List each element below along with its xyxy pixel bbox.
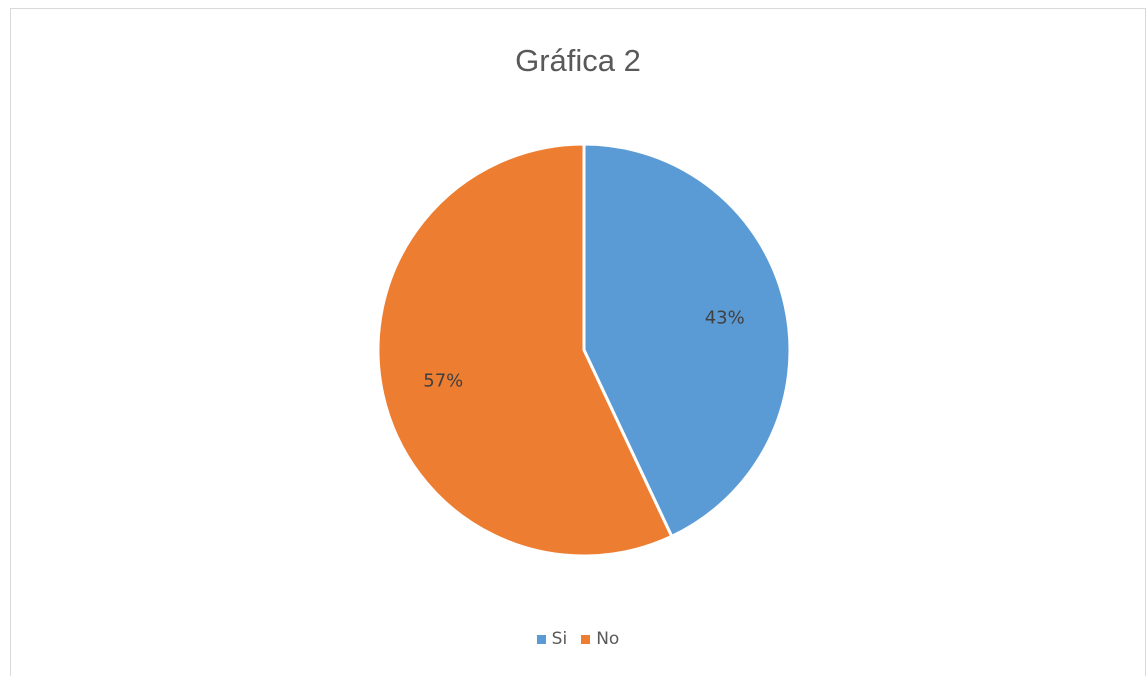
chart-title: Gráfica 2 [515,43,641,78]
legend-item-si: Si [536,629,568,649]
pie-slice-no [376,142,674,558]
legend-label-si: Si [551,629,568,649]
legend-swatch-no [581,634,591,644]
legend-label-no: No [596,629,620,649]
legend-item-no: No [581,629,619,649]
pie-slice-si [582,142,792,539]
chart-area: Gráfica 2 43% 57% Si No [10,8,1146,676]
pie-slices [376,142,792,558]
legend-swatch-si [536,634,546,644]
pie-chart: 43% 57% [376,142,792,558]
pie-data-labels: 43% 57% [423,308,744,392]
data-label-no: 57% [423,370,463,391]
data-label-si: 43% [705,308,745,329]
legend: Si No [11,629,1145,649]
